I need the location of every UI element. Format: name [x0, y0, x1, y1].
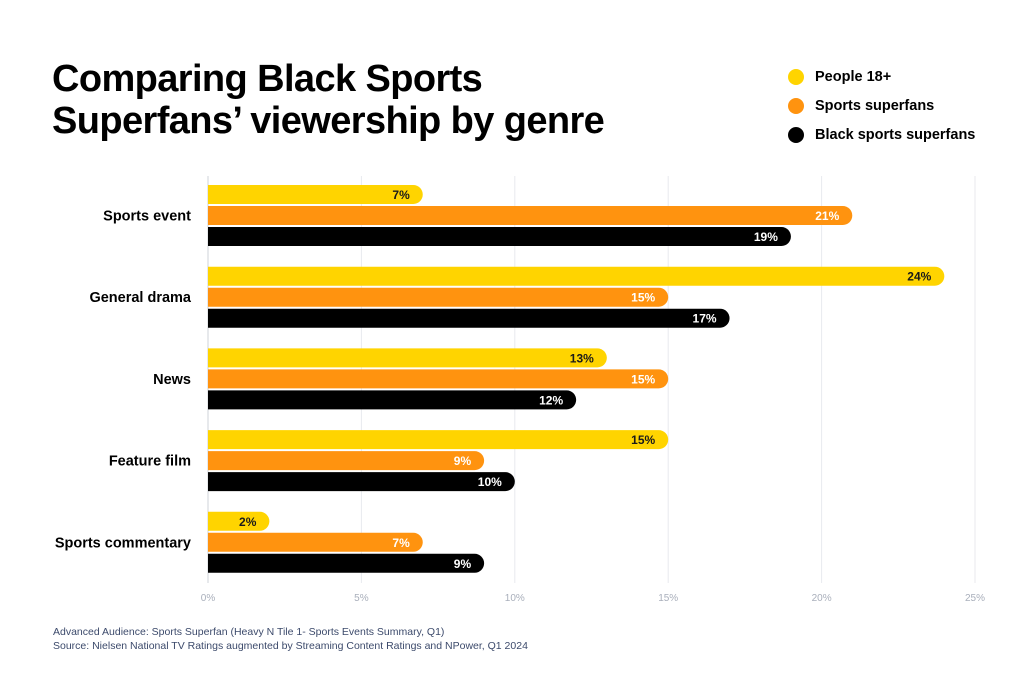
data-label: 21% — [815, 209, 839, 223]
x-tick-label: 0% — [201, 593, 216, 604]
x-tick-label: 10% — [505, 593, 525, 604]
data-label: 12% — [539, 393, 563, 407]
category-label: General drama — [89, 290, 191, 306]
data-label: 15% — [631, 291, 655, 305]
legend-swatch-sports-superfans — [788, 97, 804, 114]
data-label: 2% — [239, 515, 257, 529]
category-label: News — [153, 372, 191, 388]
data-label: 7% — [392, 536, 410, 550]
legend-label: Sports superfans — [815, 97, 935, 114]
legend-label: People 18+ — [815, 68, 892, 85]
legend-swatch-people-18plus — [788, 68, 804, 85]
legend-label: Black sports superfans — [815, 126, 976, 143]
legend: People 18+ Sports superfans Black sports… — [788, 62, 975, 149]
data-label: 15% — [631, 372, 655, 386]
x-tick-label: 5% — [354, 593, 369, 604]
footnote-source: Source: Nielsen National TV Ratings augm… — [53, 640, 528, 652]
data-label: 9% — [454, 454, 472, 468]
bar-black-sports-superfans — [208, 390, 577, 410]
bar-sports-superfans — [208, 287, 669, 307]
legend-item-sports-superfans: Sports superfans — [788, 91, 975, 120]
bar-people-18- — [208, 348, 607, 368]
data-label: 9% — [454, 557, 472, 571]
x-tick-label: 15% — [658, 593, 678, 604]
bar-black-sports-superfans — [208, 553, 485, 573]
chart-title-line-1: Comparing Black Sports — [52, 58, 483, 100]
data-label: 17% — [693, 312, 717, 326]
legend-swatch-black-sports-superfans — [788, 126, 804, 143]
data-label: 24% — [907, 270, 931, 284]
footnotes: Advanced Audience: Sports Superfan (Heav… — [53, 625, 528, 653]
bar-people-18- — [208, 430, 669, 450]
bar-people-18- — [208, 185, 423, 204]
legend-item-black-sports-superfans: Black sports superfans — [788, 120, 975, 149]
data-label: 19% — [754, 230, 778, 244]
chart-title-line-2: Superfans’ viewership by genre — [52, 100, 605, 142]
bar-people-18- — [208, 266, 945, 286]
footnote-audience: Advanced Audience: Sports Superfan (Heav… — [53, 626, 445, 638]
bar-sports-superfans — [208, 369, 669, 389]
chart-title: Comparing Black Sports Superfans’ viewer… — [52, 58, 605, 142]
bar-black-sports-superfans — [208, 472, 515, 492]
x-tick-label: 25% — [965, 593, 985, 604]
bar-black-sports-superfans — [208, 308, 730, 328]
category-label: Sports commentary — [55, 535, 191, 551]
data-label: 10% — [478, 475, 502, 489]
legend-item-people-18plus: People 18+ — [788, 62, 975, 91]
data-label: 15% — [631, 433, 655, 447]
category-label: Feature film — [109, 454, 191, 470]
bar-sports-superfans — [208, 451, 485, 471]
category-label: Sports event — [103, 209, 191, 225]
bar-sports-superfans — [208, 206, 853, 225]
data-label: 13% — [570, 351, 594, 365]
data-label: 7% — [392, 188, 410, 202]
bar-people-18- — [208, 511, 270, 531]
bar-black-sports-superfans — [208, 227, 791, 246]
x-tick-label: 20% — [812, 593, 832, 604]
bar-sports-superfans — [208, 532, 423, 552]
